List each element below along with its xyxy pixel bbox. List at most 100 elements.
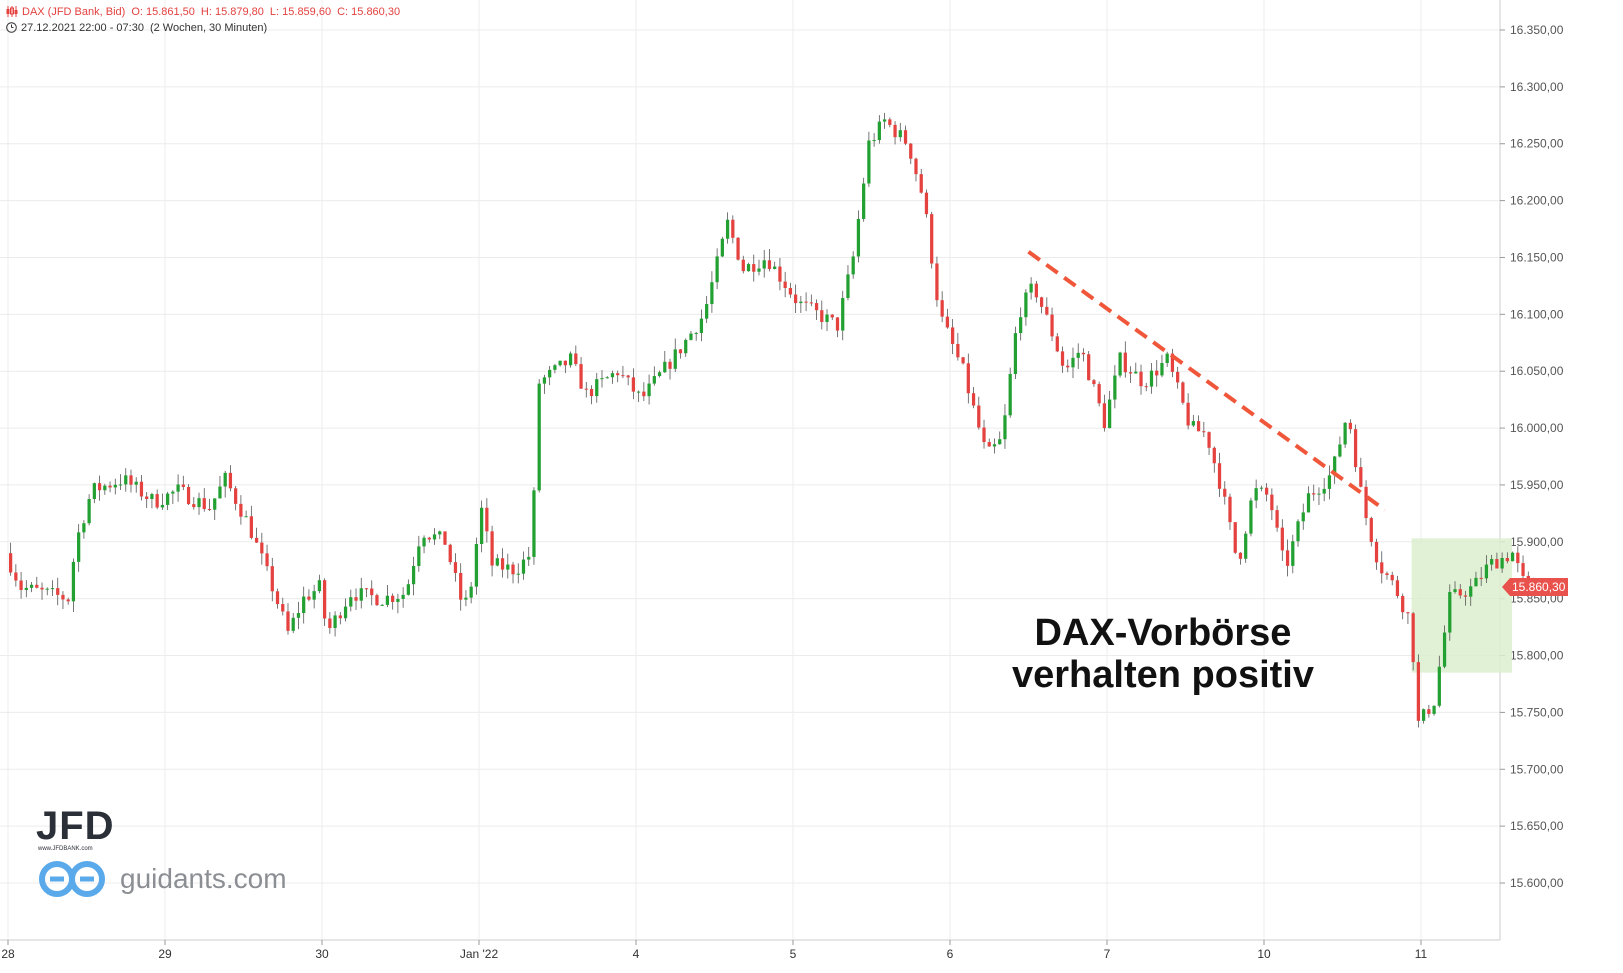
candle-body bbox=[945, 316, 950, 328]
candle bbox=[1343, 421, 1347, 448]
y-tick-label: 15.800,00 bbox=[1510, 649, 1564, 663]
candle bbox=[705, 296, 709, 324]
candle bbox=[882, 112, 887, 129]
candle bbox=[1128, 366, 1133, 383]
candle bbox=[296, 601, 301, 630]
candle-body bbox=[385, 595, 390, 605]
candle bbox=[244, 510, 248, 518]
y-tick-label: 15.750,00 bbox=[1510, 705, 1564, 719]
candle-body bbox=[909, 143, 913, 159]
candle bbox=[951, 319, 955, 355]
jfd-logo-text: JFD bbox=[36, 804, 115, 848]
candle bbox=[281, 597, 285, 616]
candle-body bbox=[521, 559, 526, 574]
candle-body bbox=[150, 494, 154, 500]
candle-body bbox=[333, 615, 337, 629]
candle bbox=[328, 612, 332, 634]
candle bbox=[1008, 367, 1012, 418]
candle-body bbox=[66, 599, 70, 602]
candle-body bbox=[244, 516, 248, 518]
candle bbox=[678, 349, 683, 359]
candle-body bbox=[558, 360, 562, 366]
candlestick-icon bbox=[6, 6, 18, 17]
candle-body bbox=[1306, 493, 1311, 513]
candle bbox=[1259, 485, 1264, 492]
candle-body bbox=[731, 219, 735, 238]
candle bbox=[1060, 346, 1065, 373]
candle bbox=[1469, 578, 1473, 606]
candle-body bbox=[903, 130, 908, 144]
candle bbox=[1176, 366, 1180, 389]
candle-body bbox=[317, 580, 322, 592]
candle bbox=[971, 386, 976, 409]
candle-body bbox=[1317, 493, 1321, 495]
candle bbox=[275, 588, 280, 609]
candle bbox=[192, 497, 196, 510]
candle-body bbox=[464, 597, 468, 600]
candle bbox=[741, 255, 745, 274]
x-tick-label: 28 bbox=[1, 947, 15, 961]
candle bbox=[694, 331, 698, 341]
candle bbox=[448, 543, 452, 565]
candle-body bbox=[809, 302, 813, 304]
candle bbox=[427, 536, 431, 543]
candle bbox=[966, 353, 970, 404]
candle-body bbox=[1024, 292, 1028, 318]
y-tick-label: 16.000,00 bbox=[1510, 421, 1564, 435]
candle bbox=[354, 588, 358, 611]
candle bbox=[197, 492, 201, 515]
candle bbox=[254, 527, 259, 544]
candle-body bbox=[1422, 709, 1426, 721]
candle-body bbox=[841, 297, 845, 331]
candle bbox=[1422, 708, 1426, 724]
candle-body bbox=[349, 597, 353, 607]
candle-body bbox=[134, 481, 138, 485]
candle bbox=[657, 370, 662, 378]
candle bbox=[924, 189, 929, 218]
candle bbox=[181, 475, 185, 491]
candle bbox=[799, 295, 803, 313]
candle bbox=[323, 578, 327, 627]
candle-body bbox=[1155, 370, 1159, 376]
period-label: 27.12.2021 22:00 - 07:30 bbox=[21, 22, 144, 34]
candle-body bbox=[1186, 402, 1190, 426]
candle bbox=[338, 612, 342, 625]
candle-body bbox=[1395, 580, 1400, 597]
candle-body bbox=[218, 486, 222, 499]
candle-body bbox=[427, 537, 431, 540]
candle-body bbox=[1296, 521, 1300, 542]
guidants-logo: guidants.com bbox=[38, 860, 287, 898]
candle bbox=[1338, 436, 1342, 458]
candle bbox=[1312, 484, 1316, 501]
candle bbox=[1254, 479, 1258, 509]
candle bbox=[1228, 493, 1232, 530]
candle-body bbox=[1092, 380, 1096, 385]
x-tick-label: 11 bbox=[1415, 947, 1428, 961]
candle-body bbox=[14, 572, 18, 581]
x-tick-label: 10 bbox=[1257, 947, 1271, 961]
candle-body bbox=[814, 303, 819, 311]
candle bbox=[909, 143, 913, 165]
candle bbox=[1401, 593, 1405, 620]
candle-body bbox=[113, 484, 117, 488]
candle-body bbox=[919, 174, 923, 193]
candle bbox=[600, 370, 604, 388]
candle-body bbox=[1369, 518, 1373, 542]
candle-body bbox=[490, 531, 494, 566]
candle-body bbox=[87, 499, 91, 524]
candle bbox=[1416, 654, 1421, 728]
candle-body bbox=[171, 491, 175, 494]
candle-body bbox=[511, 564, 515, 575]
candle bbox=[1134, 362, 1138, 374]
candle bbox=[176, 474, 180, 502]
candle bbox=[234, 485, 238, 511]
candle-body bbox=[1233, 522, 1237, 553]
candle bbox=[1353, 424, 1358, 472]
close-value: C: 15.860,30 bbox=[337, 6, 401, 18]
candle-body bbox=[249, 516, 253, 538]
candle bbox=[1149, 363, 1154, 394]
candle-body bbox=[1108, 399, 1112, 429]
candle bbox=[1144, 382, 1148, 392]
candle bbox=[867, 131, 871, 187]
x-tick-label: 4 bbox=[633, 947, 640, 961]
